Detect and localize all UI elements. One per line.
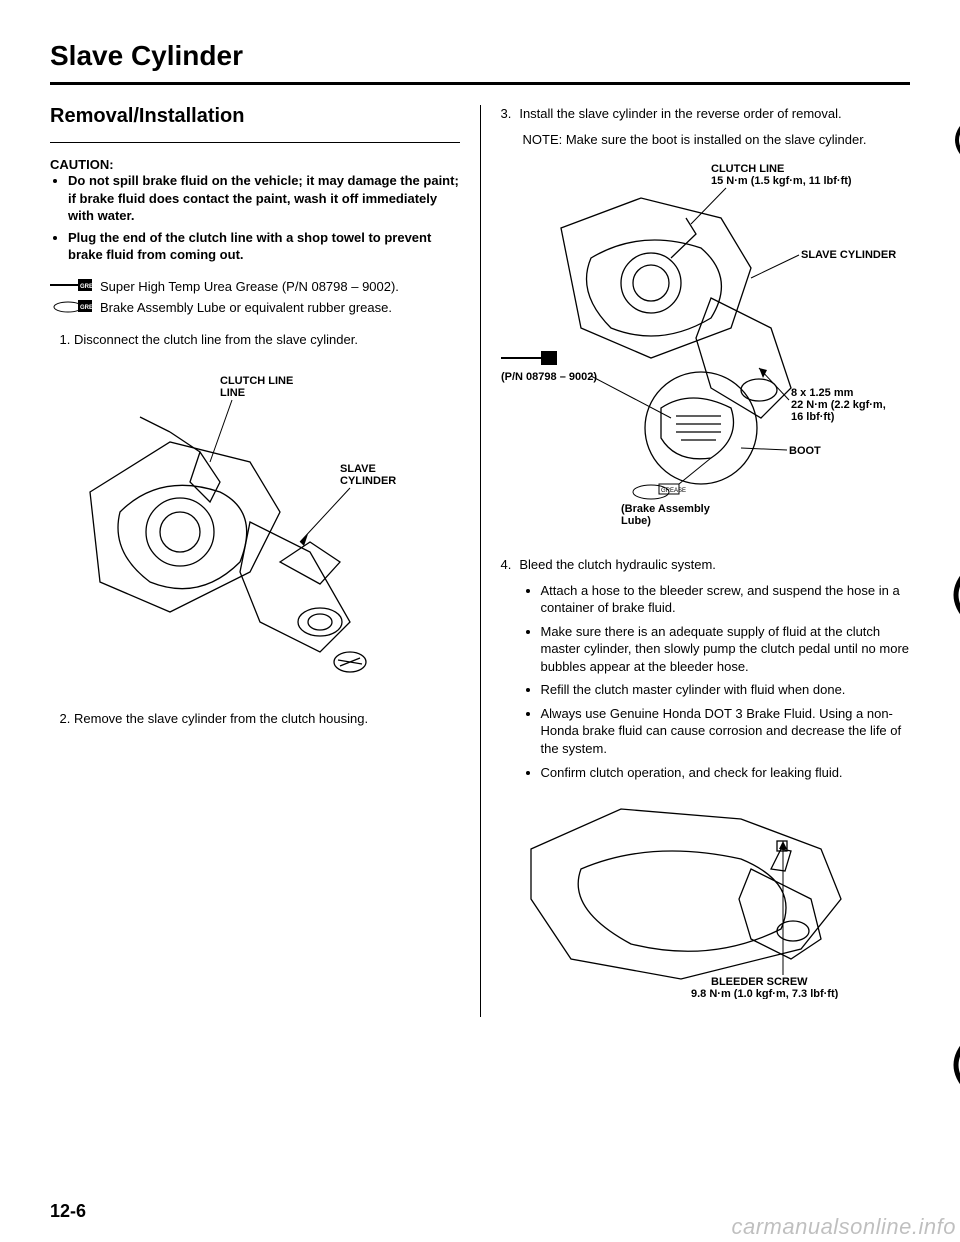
step-text: Bleed the clutch hydraulic system.: [519, 556, 716, 574]
label-clutch-line: CLUTCH LINE: [220, 375, 293, 387]
divider: [50, 142, 460, 143]
svg-text:Lube): Lube): [621, 515, 651, 527]
grease-arrow-icon: GRE: [50, 278, 94, 292]
section-heading: Removal/Installation: [50, 105, 460, 128]
svg-text:22 N·m (2.2 kgf·m,: 22 N·m (2.2 kgf·m,: [791, 399, 886, 411]
page-title: Slave Cylinder: [50, 40, 910, 85]
step-3: 3. Install the slave cylinder in the rev…: [501, 105, 911, 123]
bullet-item: Refill the clutch master cylinder with f…: [541, 681, 911, 699]
caution-item: Do not spill brake fluid on the vehicle;…: [68, 172, 460, 225]
grease-item: GRE Super High Temp Urea Grease (P/N 087…: [50, 278, 460, 296]
grease-callout: [501, 351, 557, 365]
binding-marks: [938, 120, 960, 1120]
bullet-item: Make sure there is an adequate supply of…: [541, 623, 911, 676]
caution-item: Plug the end of the clutch line with a s…: [68, 229, 460, 264]
svg-text:GREASE: GREASE: [661, 488, 686, 494]
diagram-bleeder: BLEEDER SCREW 9.8 N·m (1.0 kgf·m, 7.3 lb…: [501, 789, 911, 999]
svg-text:GRE: GRE: [80, 284, 93, 290]
svg-text:CYLINDER: CYLINDER: [340, 475, 396, 487]
grease-text: Super High Temp Urea Grease (P/N 08798 –…: [100, 278, 399, 296]
diagram-slave-cylinder-1: CLUTCH LINE LINE SLAVE CYLINDER: [50, 362, 460, 692]
svg-text:9.8 N·m (1.0 kgf·m, 7.3 lbf·ft: 9.8 N·m (1.0 kgf·m, 7.3 lbf·ft): [691, 988, 839, 999]
step-4: 4. Bleed the clutch hydraulic system.: [501, 556, 911, 574]
caution-label: CAUTION:: [50, 157, 460, 172]
left-column: Removal/Installation CAUTION: Do not spi…: [50, 105, 481, 1017]
svg-text:(P/N 08798 – 9002): (P/N 08798 – 9002): [501, 371, 597, 383]
step-item: Remove the slave cylinder from the clutc…: [74, 710, 460, 728]
step-num: 4.: [501, 556, 512, 574]
svg-text:BOOT: BOOT: [789, 445, 821, 457]
watermark: carmanualsonline.info: [731, 1214, 956, 1240]
svg-text:BLEEDER SCREW: BLEEDER SCREW: [711, 976, 808, 988]
content-columns: Removal/Installation CAUTION: Do not spi…: [50, 105, 910, 1017]
grease-item: GRE Brake Assembly Lube or equivalent ru…: [50, 299, 460, 317]
label-clutch-torque: 15 N·m (1.5 kgf·m, 11 lbf·ft): [711, 175, 852, 187]
bullet-item: Confirm clutch operation, and check for …: [541, 764, 911, 782]
svg-text:LINE: LINE: [220, 387, 245, 399]
step-text: Install the slave cylinder in the revers…: [519, 105, 841, 123]
note-text: NOTE: Make sure the boot is installed on…: [501, 131, 911, 149]
bullet-item: Attach a hose to the bleeder screw, and …: [541, 582, 911, 617]
svg-text:8 x 1.25 mm: 8 x 1.25 mm: [791, 387, 854, 399]
step-num: 3.: [501, 105, 512, 123]
bullet-item: Always use Genuine Honda DOT 3 Brake Flu…: [541, 705, 911, 758]
svg-text:SLAVE CYLINDER: SLAVE CYLINDER: [801, 249, 896, 261]
grease-text: Brake Assembly Lube or equivalent rubber…: [100, 299, 392, 317]
svg-text:(Brake Assembly: (Brake Assembly: [621, 503, 711, 515]
step-4-bullets: Attach a hose to the bleeder screw, and …: [501, 582, 911, 781]
grease-can-icon: GRE: [50, 299, 94, 313]
right-column: 3. Install the slave cylinder in the rev…: [501, 105, 911, 1017]
page: Slave Cylinder Removal/Installation CAUT…: [0, 0, 960, 1242]
svg-text:16 lbf·ft): 16 lbf·ft): [791, 411, 835, 423]
brake-lube-can-icon: GREASE: [633, 484, 686, 499]
left-steps: Disconnect the clutch line from the slav…: [50, 331, 460, 349]
svg-text:SLAVE: SLAVE: [340, 463, 376, 475]
label-clutch-line: CLUTCH LINE: [711, 163, 784, 175]
diagram-slave-cylinder-2: CLUTCH LINE 15 N·m (1.5 kgf·m, 11 lbf·ft…: [501, 158, 911, 538]
caution-list: Do not spill brake fluid on the vehicle;…: [50, 172, 460, 264]
svg-text:GRE: GRE: [80, 305, 93, 311]
step-item: Disconnect the clutch line from the slav…: [74, 331, 460, 349]
page-number: 12-6: [50, 1201, 86, 1222]
left-steps-2: Remove the slave cylinder from the clutc…: [50, 710, 460, 728]
